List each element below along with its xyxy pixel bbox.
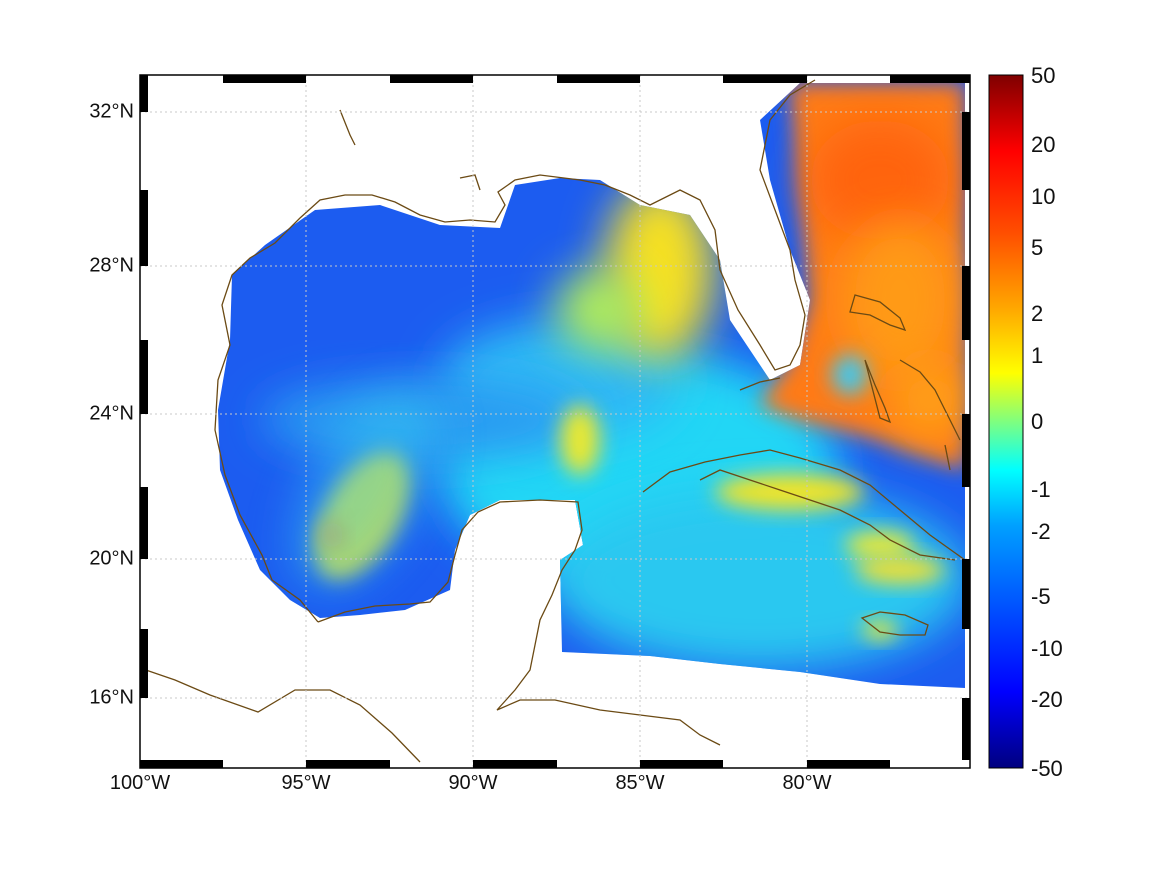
colorbar-label-5: 5 — [1031, 235, 1044, 260]
lat-label-28n: 28°N — [89, 254, 134, 277]
colorbar-label-0: 0 — [1031, 409, 1044, 434]
colorbar-label-neg5: -5 — [1031, 584, 1051, 609]
colorbar-label-neg50: -50 — [1031, 756, 1063, 781]
colorbar — [988, 74, 1024, 769]
lon-label-85w: 85°W — [615, 772, 665, 794]
lon-label-80w: 80°W — [782, 772, 832, 794]
colorbar-label-50: 50 — [1031, 63, 1056, 88]
colorbar-label-neg10: -10 — [1031, 636, 1063, 661]
lat-label-32n: 32°N — [89, 100, 134, 123]
lat-label-24n: 24°N — [89, 402, 134, 425]
grid-lines — [140, 75, 970, 768]
map-frame — [139, 74, 971, 769]
colorbar-label-neg1: -1 — [1031, 477, 1051, 502]
colorbar-label-10: 10 — [1031, 184, 1056, 209]
lon-label-100w: 100°W — [109, 772, 171, 794]
colorbar-label-2: 2 — [1031, 301, 1044, 326]
lat-label-16n: 16°N — [89, 686, 134, 709]
lon-label-95w: 95°W — [281, 772, 331, 794]
lon-label-90w: 90°W — [448, 772, 498, 794]
colorbar-label-20: 20 — [1031, 132, 1056, 157]
colorbar-label-neg20: -20 — [1031, 687, 1063, 712]
sea-field — [218, 83, 965, 688]
colorbar-label-neg2: -2 — [1031, 519, 1051, 544]
colorbar-label-1: 1 — [1031, 343, 1044, 368]
lat-label-20n: 20°N — [89, 547, 134, 570]
coastlines — [139, 79, 966, 763]
